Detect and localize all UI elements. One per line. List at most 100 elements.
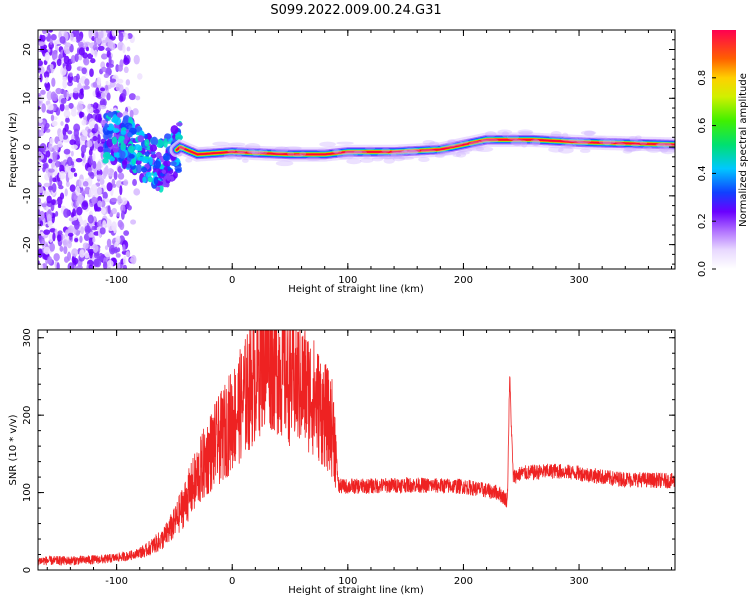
heatmap-cell: [131, 158, 137, 165]
heatmap-cell: [99, 104, 107, 110]
heatmap-cell: [116, 212, 120, 217]
heatmap-fringe: [248, 149, 265, 154]
heatmap-cell: [38, 66, 42, 73]
heatmap-cell: [76, 103, 84, 112]
heatmap-cell: [46, 195, 52, 204]
heatmap-cell: [75, 186, 81, 197]
heatmap-cell: [55, 87, 62, 95]
heatmap-cell: [51, 183, 57, 193]
heatmap-cell: [49, 109, 54, 115]
heatmap-cell: [93, 202, 98, 212]
heatmap-cell: [108, 54, 112, 65]
heatmap-fringe: [438, 143, 456, 148]
heatmap-fringe: [399, 150, 410, 156]
heatmap-fringe: [630, 143, 641, 147]
heatmap-cell: [106, 260, 114, 268]
heatmap-cell: [112, 114, 118, 124]
heatmap-cell: [83, 41, 91, 46]
heatmap-fringe: [332, 148, 339, 154]
heatmap-cell: [79, 249, 85, 258]
heatmap-cell: [106, 238, 112, 248]
heatmap-cell: [70, 167, 76, 173]
heatmap-cell: [92, 44, 98, 52]
heatmap-cell: [123, 230, 130, 236]
heatmap-cell: [75, 265, 83, 269]
heatmap-fringe: [401, 149, 419, 156]
heatmap-y-tick-label: 10: [22, 92, 33, 105]
heatmap-fringe: [398, 156, 414, 160]
heatmap-cell: [132, 178, 137, 187]
heatmap-fringe: [292, 153, 304, 158]
heatmap-cell: [74, 53, 79, 63]
heatmap-cell: [51, 77, 56, 88]
heatmap-fringe: [274, 146, 290, 152]
heatmap-fringe: [452, 153, 462, 158]
heatmap-cell: [38, 202, 41, 211]
heatmap-cell: [73, 172, 78, 177]
heatmap-fringe: [521, 141, 528, 148]
heatmap-cell: [44, 51, 50, 62]
heatmap-cell: [135, 160, 142, 165]
heatmap-cell: [38, 209, 41, 216]
heatmap-cell: [176, 122, 183, 127]
heatmap-cell: [102, 261, 108, 269]
heatmap-cell: [106, 182, 113, 192]
heatmap-fringe: [232, 152, 246, 156]
heatmap-fringe: [342, 152, 358, 158]
heatmap-cell: [115, 235, 121, 244]
heatmap-cell: [63, 208, 70, 218]
heatmap-cell: [116, 112, 123, 118]
heatmap-fringe: [455, 151, 467, 158]
heatmap-cell: [117, 219, 123, 228]
heatmap-cell: [148, 156, 153, 166]
heatmap-x-axis-label: Height of straight line (km): [288, 284, 424, 295]
heatmap-cell: [69, 72, 73, 77]
heatmap-fringe: [316, 148, 330, 152]
heatmap-fringe: [212, 141, 230, 147]
snr-x-tick-label: 0: [229, 576, 235, 587]
heatmap-cell: [59, 131, 64, 142]
heatmap-cell: [107, 205, 111, 215]
heatmap-cell: [99, 98, 107, 108]
heatmap-fringe: [639, 141, 648, 145]
heatmap-cell: [107, 63, 115, 68]
heatmap-cell: [81, 190, 86, 196]
heatmap-fringe: [635, 135, 642, 140]
heatmap-cell: [51, 199, 56, 205]
heatmap-cell: [86, 140, 93, 148]
heatmap-cell: [117, 172, 125, 180]
heatmap-fringe: [583, 130, 595, 137]
heatmap-fringe: [623, 146, 637, 153]
heatmap-cell: [49, 39, 53, 45]
heatmap-fringe: [418, 156, 430, 163]
heatmap-cell: [49, 64, 54, 70]
heatmap-cell: [41, 238, 46, 247]
heatmap-cell: [110, 197, 118, 203]
heatmap-cell: [108, 244, 116, 255]
heatmap-cell: [62, 76, 67, 81]
heatmap-fringe: [185, 157, 193, 163]
heatmap-fringe: [609, 138, 625, 144]
heatmap-cell: [49, 175, 53, 185]
heatmap-fringe: [457, 148, 473, 153]
heatmap-cell: [71, 144, 78, 150]
heatmap-cell: [126, 46, 131, 52]
colorbar-gradient: [712, 30, 736, 269]
heatmap-cell: [147, 176, 153, 183]
heatmap-cell: [120, 141, 126, 152]
heatmap-fringe: [241, 158, 249, 163]
heatmap-fringe: [270, 147, 289, 154]
heatmap-cell: [141, 166, 148, 173]
heatmap-cell: [47, 220, 53, 227]
heatmap-cell: [80, 144, 87, 154]
heatmap-cell: [111, 221, 117, 232]
heatmap-cell: [40, 89, 46, 95]
heatmap-cell: [89, 68, 94, 77]
heatmap-cell: [64, 188, 68, 197]
heatmap-cell: [62, 79, 68, 89]
heatmap-fringe: [245, 143, 261, 150]
heatmap-cell: [64, 42, 72, 48]
heatmap-cell: [107, 126, 114, 131]
heatmap-cell: [111, 136, 118, 145]
